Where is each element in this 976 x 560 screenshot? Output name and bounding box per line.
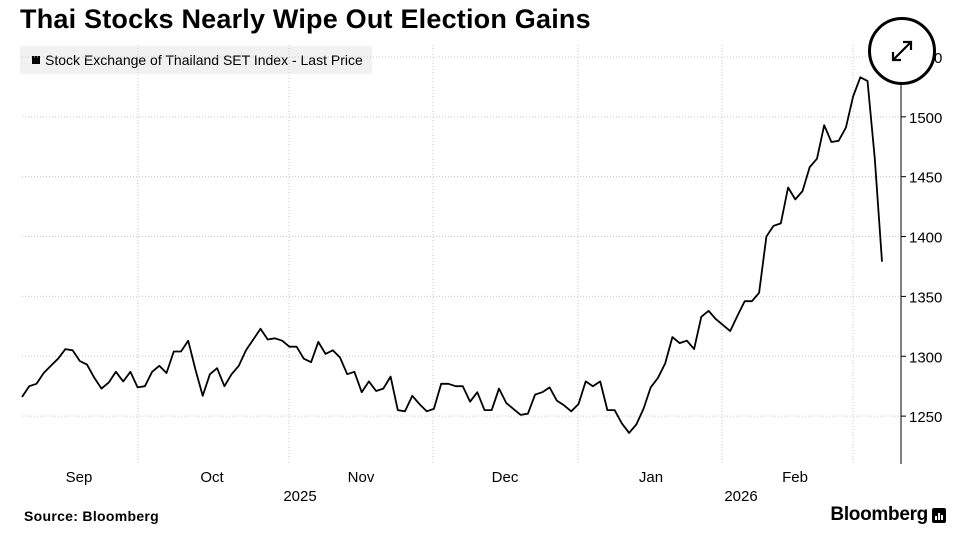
- brand-logo: Bloomberg: [830, 504, 946, 526]
- legend: Stock Exchange of Thailand SET Index - L…: [20, 46, 372, 74]
- legend-label: Stock Exchange of Thailand SET Index - L…: [45, 52, 363, 68]
- x-year-label: 2025: [283, 488, 316, 505]
- y-tick-label: 1300: [909, 349, 942, 366]
- chart-title: Thai Stocks Nearly Wipe Out Election Gai…: [20, 4, 591, 34]
- series-line: [21, 76, 883, 434]
- x-year-label: 2026: [724, 488, 757, 505]
- x-tick-label: Sep: [66, 469, 93, 486]
- x-tick-label: Dec: [492, 469, 519, 486]
- y-tick-label: 1250: [909, 409, 942, 426]
- source-note: Source: Bloomberg: [24, 508, 160, 524]
- expand-icon: [891, 40, 913, 62]
- y-tick-label: 1350: [909, 289, 942, 306]
- x-tick-label: Oct: [200, 469, 224, 486]
- y-tick-label: 1450: [909, 170, 942, 187]
- legend-swatch: [32, 56, 40, 64]
- y-tick-label: 1400: [909, 230, 942, 247]
- x-tick-label: Feb: [782, 469, 808, 486]
- y-tick-label: 1500: [909, 110, 942, 127]
- x-tick-label: Nov: [348, 469, 375, 486]
- expand-button[interactable]: [868, 17, 936, 85]
- terminal-icon: [932, 507, 946, 523]
- brand-name: Bloomberg: [830, 504, 928, 525]
- x-tick-label: Jan: [639, 469, 663, 486]
